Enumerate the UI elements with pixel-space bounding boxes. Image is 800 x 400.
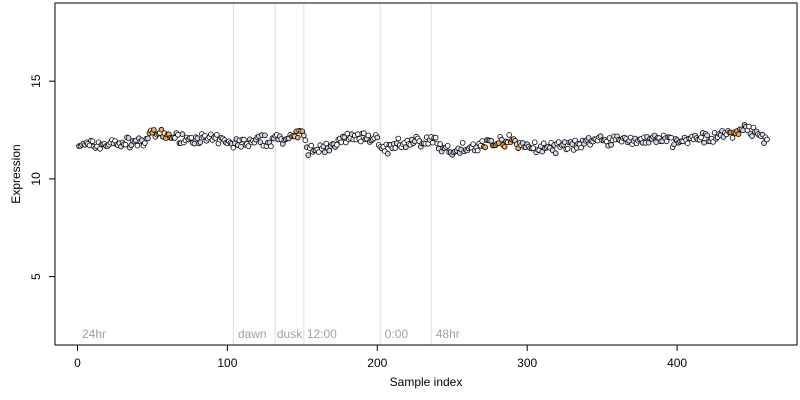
data-point bbox=[338, 139, 345, 146]
data-point bbox=[262, 132, 268, 139]
data-point bbox=[214, 132, 220, 138]
data-point bbox=[238, 144, 244, 150]
region-labels: 24hr dawn dusk 12:00 0:00 48hr bbox=[82, 327, 460, 341]
data-point bbox=[735, 131, 742, 138]
region-label-3: 12:00 bbox=[307, 327, 337, 341]
data-point bbox=[191, 140, 198, 147]
data-point bbox=[300, 132, 307, 139]
region-label-2: dusk bbox=[277, 327, 303, 341]
x-tick-label-0: 0 bbox=[74, 356, 81, 370]
data-point bbox=[241, 136, 247, 143]
data-point bbox=[530, 145, 536, 151]
region-label-1: dawn bbox=[238, 327, 267, 341]
x-tick-label-3: 300 bbox=[517, 356, 537, 370]
data-points bbox=[76, 122, 770, 158]
data-point bbox=[194, 135, 201, 142]
y-axis-title: Expression bbox=[9, 144, 23, 203]
data-point bbox=[561, 139, 568, 145]
data-point bbox=[302, 137, 309, 144]
data-point bbox=[432, 134, 439, 141]
data-point bbox=[578, 144, 584, 151]
y-axis: 5 10 15 bbox=[29, 74, 56, 280]
data-point bbox=[764, 136, 770, 143]
data-point bbox=[704, 132, 710, 139]
data-point bbox=[729, 135, 736, 141]
data-point bbox=[357, 138, 364, 145]
data-point bbox=[395, 135, 402, 142]
data-point bbox=[158, 126, 165, 133]
data-point bbox=[384, 150, 391, 157]
data-point bbox=[326, 147, 333, 154]
data-point bbox=[746, 123, 752, 130]
x-tick-label-2: 200 bbox=[367, 356, 387, 370]
data-point bbox=[711, 130, 718, 136]
data-point bbox=[354, 131, 361, 138]
data-point bbox=[749, 133, 755, 139]
data-point bbox=[444, 143, 451, 149]
region-label-4: 0:00 bbox=[385, 327, 409, 341]
data-point bbox=[501, 144, 508, 150]
x-tick-label-4: 400 bbox=[667, 356, 687, 370]
data-point bbox=[230, 144, 237, 151]
data-point bbox=[294, 134, 301, 141]
data-point bbox=[308, 142, 315, 149]
data-point bbox=[684, 140, 691, 147]
data-point bbox=[479, 138, 486, 144]
x-axis-title: Sample index bbox=[390, 375, 463, 389]
data-point bbox=[668, 134, 674, 141]
x-tick-label-1: 100 bbox=[217, 356, 237, 370]
data-point bbox=[531, 139, 538, 146]
region-dividers bbox=[232, 3, 432, 345]
data-point bbox=[134, 142, 141, 149]
y-tick-label-2: 15 bbox=[29, 74, 43, 88]
data-point bbox=[89, 138, 96, 145]
data-point bbox=[341, 134, 348, 141]
plot-frame bbox=[54, 2, 798, 346]
data-point bbox=[188, 135, 195, 141]
data-point bbox=[569, 141, 575, 147]
region-label-0: 24hr bbox=[82, 327, 106, 341]
data-point bbox=[268, 143, 274, 150]
data-point bbox=[305, 152, 312, 158]
data-point bbox=[197, 139, 204, 146]
data-point bbox=[344, 130, 351, 137]
data-point bbox=[429, 139, 436, 146]
data-point bbox=[701, 139, 707, 146]
data-point bbox=[145, 135, 151, 142]
data-point bbox=[459, 140, 466, 146]
region-label-5: 48hr bbox=[436, 327, 460, 341]
data-point bbox=[761, 140, 767, 146]
data-point bbox=[552, 150, 559, 157]
data-point bbox=[488, 138, 495, 144]
data-point bbox=[482, 144, 489, 151]
data-point bbox=[495, 140, 502, 146]
y-tick-label-1: 10 bbox=[29, 172, 43, 186]
data-point bbox=[564, 145, 571, 152]
data-point bbox=[374, 134, 381, 141]
data-point bbox=[323, 140, 330, 147]
data-point bbox=[402, 144, 409, 151]
data-point bbox=[333, 142, 340, 148]
data-point bbox=[360, 130, 367, 137]
data-point bbox=[540, 140, 547, 147]
data-point bbox=[175, 132, 181, 138]
data-point bbox=[365, 132, 372, 139]
data-point bbox=[151, 127, 157, 133]
data-point bbox=[179, 131, 186, 137]
data-point bbox=[498, 136, 505, 143]
data-point bbox=[122, 141, 129, 148]
data-point bbox=[125, 135, 132, 141]
data-point bbox=[698, 134, 704, 141]
data-point bbox=[392, 145, 399, 151]
data-point bbox=[257, 139, 264, 146]
data-point bbox=[437, 141, 444, 147]
data-point bbox=[506, 132, 513, 138]
data-point bbox=[474, 147, 481, 154]
data-point bbox=[608, 142, 614, 148]
data-point bbox=[245, 143, 252, 149]
x-axis: 0 100 200 300 400 bbox=[74, 344, 687, 370]
y-tick-label-0: 5 bbox=[29, 273, 43, 280]
data-point bbox=[539, 148, 545, 155]
